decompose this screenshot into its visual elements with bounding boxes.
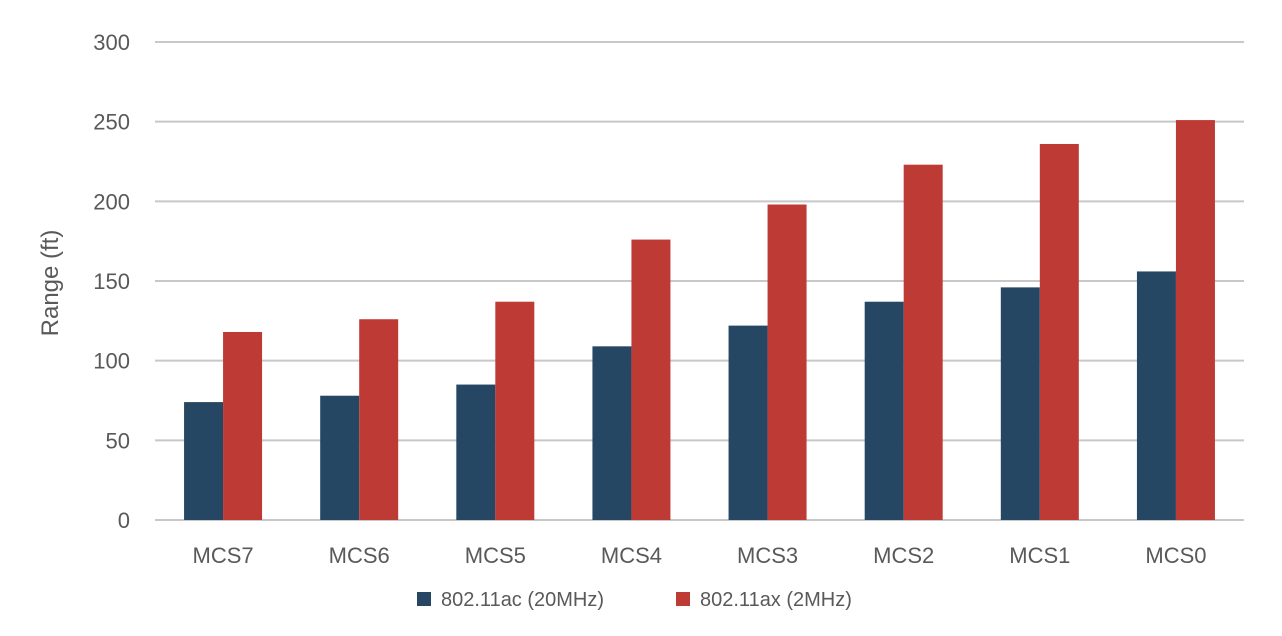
y-tick-label: 50 [106,428,130,453]
bar-mcs0-series-2 [1175,120,1215,520]
x-tick-label: MCS0 [1145,543,1206,568]
bar-mcs7-series-2 [223,331,263,520]
gridlines [155,41,1244,521]
x-tick-label: MCS6 [329,543,390,568]
bar-mcs2-series-2 [903,164,943,521]
y-tick-label: 200 [93,189,130,214]
y-axis-title: Range (ft) [37,230,64,337]
bar-mcs0-series-1 [1136,271,1176,520]
bar-mcs4-series-1 [592,346,632,520]
bar-mcs4-series-2 [631,239,671,520]
bar-mcs6-series-1 [320,395,360,520]
x-tick-label: MCS3 [737,543,798,568]
y-tick-label: 150 [93,269,130,294]
legend-swatch [676,592,690,606]
y-tick-label: 250 [93,110,130,135]
x-tick-label: MCS2 [873,543,934,568]
x-tick-label: MCS5 [465,543,526,568]
x-tick-labels: MCS7 MCS6 MCS5 MCS4 MCS3 MCS2 MCS1 MCS0 [193,543,1207,568]
bar-mcs2-series-1 [864,301,904,520]
bar-mcs1-series-1 [1000,287,1040,520]
bar-mcs5-series-1 [456,384,496,520]
bar-mcs7-series-1 [184,402,224,520]
legend-label: 802.11ac (20MHz) [441,589,604,611]
x-tick-label: MCS7 [193,543,254,568]
x-tick-label: MCS1 [1009,543,1070,568]
y-tick-label: 100 [93,349,130,374]
y-tick-label: 300 [93,30,130,55]
bar-mcs1-series-2 [1039,143,1079,520]
bar-mcs6-series-2 [359,319,399,520]
bar-mcs5-series-2 [495,301,535,520]
bar-mcs3-series-1 [728,325,768,520]
y-tick-labels: 0 50 100 150 200 250 300 [93,30,130,533]
legend: 802.11ac (20MHz) 802.11ax (2MHz) [417,589,852,611]
legend-swatch [417,592,431,606]
y-tick-label: 0 [118,508,130,533]
bars [184,120,1215,521]
x-tick-label: MCS4 [601,543,662,568]
legend-label: 802.11ax (2MHz) [700,589,852,611]
bar-mcs3-series-2 [767,204,807,520]
